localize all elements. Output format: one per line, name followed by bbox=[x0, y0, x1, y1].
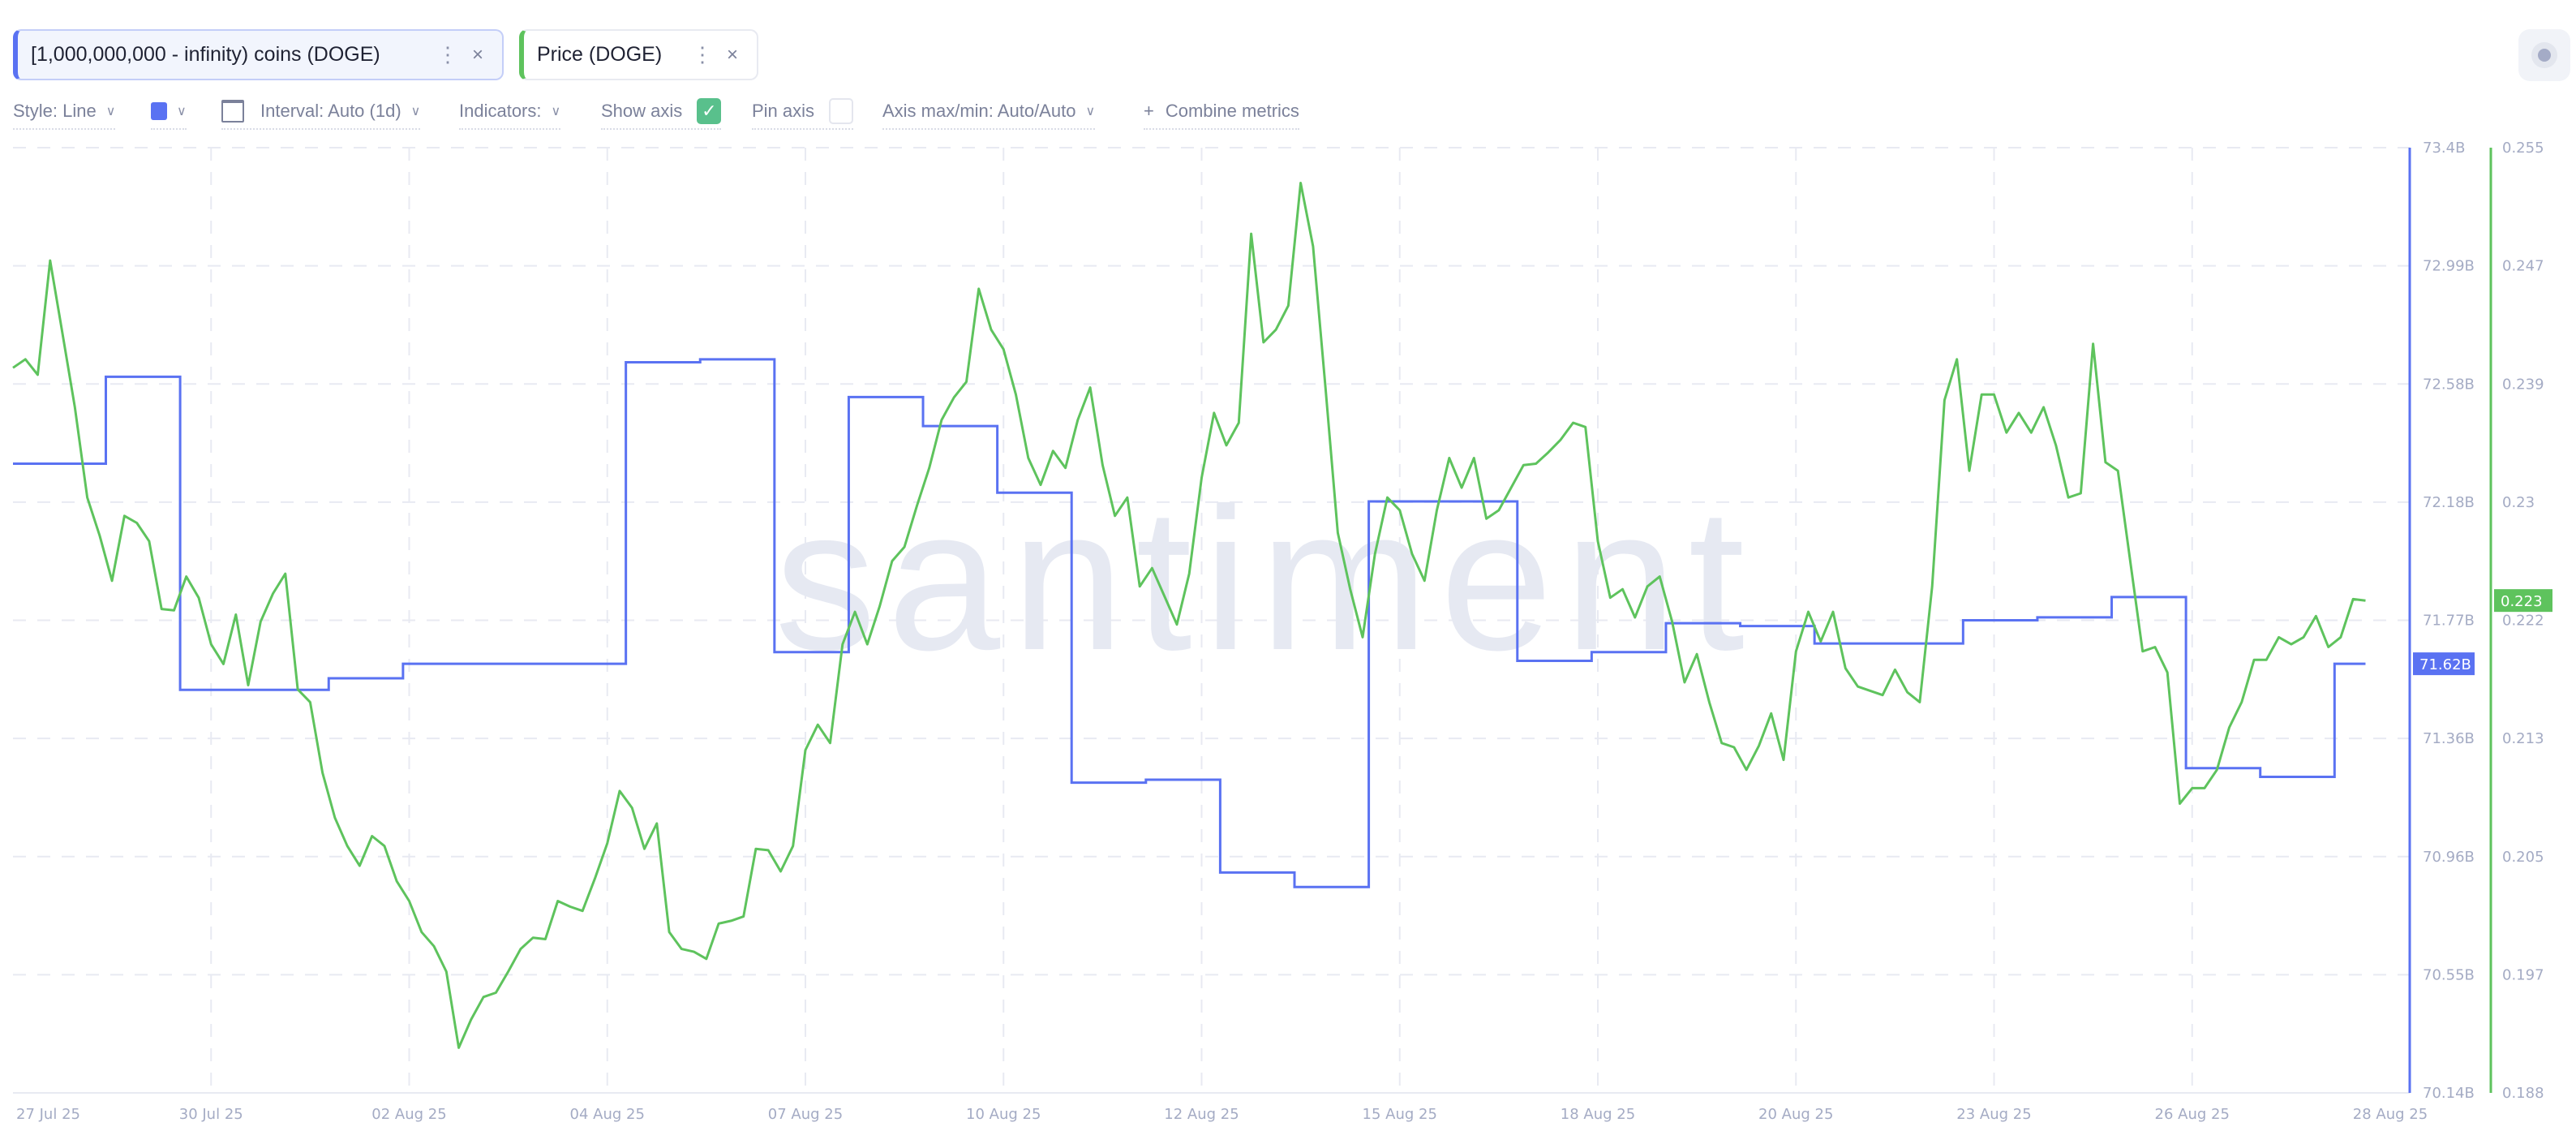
x-tick-label: 12 Aug 25 bbox=[1164, 1106, 1239, 1123]
pin-axis-checkbox[interactable] bbox=[829, 98, 854, 124]
y-right-tick-label: 0.197 bbox=[2502, 966, 2544, 983]
metric-chip-price[interactable]: Price (DOGE) ⋮ × bbox=[519, 29, 758, 80]
x-tick-label: 28 Aug 25 bbox=[2353, 1106, 2428, 1123]
x-tick-label: 02 Aug 25 bbox=[371, 1106, 446, 1123]
coins-step-line bbox=[13, 358, 2366, 888]
indicators-label: Indicators: bbox=[459, 101, 542, 121]
y-right-tick-label: 0.213 bbox=[2502, 730, 2544, 747]
record-button[interactable] bbox=[2518, 29, 2570, 81]
y-right-tick-label: 0.23 bbox=[2502, 494, 2535, 511]
y-left-tick-label: 71.36B bbox=[2423, 730, 2475, 747]
y-left-tick-label: 72.58B bbox=[2423, 376, 2475, 393]
chevron-down-icon: ∨ bbox=[105, 105, 116, 118]
y-left-tick-label: 71.77B bbox=[2423, 613, 2475, 630]
y-right-tick-label: 0.255 bbox=[2502, 140, 2544, 157]
series-layer bbox=[12, 182, 2366, 1049]
y-left-tick-label: 70.14B bbox=[2423, 1085, 2475, 1102]
style-dropdown[interactable]: Style: Line ∨ bbox=[13, 97, 116, 130]
vertical-dots-icon[interactable]: ⋮ bbox=[692, 42, 713, 67]
metric-label: Price (DOGE) bbox=[537, 43, 663, 66]
metric-chip-coins-holders[interactable]: [1,000,000,000 - infinity) coins (DOGE) … bbox=[13, 29, 504, 80]
y-right-tick-label: 0.188 bbox=[2502, 1085, 2544, 1102]
style-label: Style: Line bbox=[13, 101, 97, 121]
y-right-tick-label: 0.247 bbox=[2502, 258, 2544, 275]
show-axis-label: Show axis bbox=[601, 101, 683, 121]
x-tick-label: 27 Jul 25 bbox=[16, 1106, 80, 1123]
combine-metrics-label: Combine metrics bbox=[1165, 101, 1299, 121]
color-swatch bbox=[151, 102, 167, 120]
metric-label: [1,000,000,000 - infinity) coins (DOGE) bbox=[31, 43, 380, 66]
axes: 73.4B 0.255 72.99B 0.247 72.58B 0.239 72.18B 0.… bbox=[16, 140, 2552, 1123]
plus-icon: + bbox=[1144, 101, 1154, 121]
combine-metrics-button[interactable]: + Combine metrics bbox=[1144, 97, 1299, 130]
x-tick-label: 20 Aug 25 bbox=[1758, 1106, 1833, 1123]
x-tick-label: 04 Aug 25 bbox=[570, 1106, 645, 1123]
y-left-tick-label: 72.99B bbox=[2423, 258, 2475, 275]
record-icon bbox=[2531, 42, 2557, 68]
check-icon: ✓ bbox=[702, 101, 717, 121]
indicators-dropdown[interactable]: Indicators: ∨ bbox=[459, 97, 561, 130]
x-tick-label: 30 Jul 25 bbox=[179, 1106, 243, 1123]
last-value-label-price: 0.223 bbox=[2501, 593, 2543, 610]
last-value-tag-coins bbox=[2413, 652, 2475, 676]
interval-dropdown[interactable]: Interval: Auto (1d) ∨ bbox=[221, 97, 421, 130]
x-tick-label: 18 Aug 25 bbox=[1561, 1106, 1635, 1123]
y-left-tick-label: 73.4B bbox=[2423, 140, 2465, 157]
grid bbox=[13, 147, 2410, 1094]
pin-axis-toggle[interactable]: Pin axis bbox=[752, 97, 854, 130]
chevron-down-icon: ∨ bbox=[551, 105, 561, 118]
y-left-tick-label: 70.96B bbox=[2423, 849, 2475, 866]
y-left-tick-label: 72.18B bbox=[2423, 494, 2475, 511]
calendar-icon bbox=[221, 100, 244, 123]
close-icon[interactable]: × bbox=[726, 43, 738, 66]
x-tick-label: 23 Aug 25 bbox=[1956, 1106, 2031, 1123]
y-left-tick-label: 70.55B bbox=[2423, 966, 2475, 983]
watermark: santiment bbox=[775, 466, 1756, 692]
y-right-tick-label: 0.205 bbox=[2502, 849, 2544, 866]
show-axis-toggle[interactable]: Show axis ✓ bbox=[601, 97, 722, 130]
vertical-dots-icon[interactable]: ⋮ bbox=[437, 42, 458, 67]
last-value-tag-price bbox=[2494, 589, 2552, 613]
color-picker[interactable]: ∨ bbox=[151, 97, 187, 130]
chevron-down-icon: ∨ bbox=[1085, 105, 1096, 118]
show-axis-checkbox[interactable]: ✓ bbox=[697, 98, 722, 124]
close-icon[interactable]: × bbox=[471, 43, 483, 66]
y-right-tick-label: 0.222 bbox=[2502, 613, 2544, 630]
price-line bbox=[12, 182, 2366, 1049]
x-tick-label: 07 Aug 25 bbox=[768, 1106, 843, 1123]
x-tick-label: 26 Aug 25 bbox=[2155, 1106, 2230, 1123]
pin-axis-label: Pin axis bbox=[752, 101, 815, 121]
y-right-tick-label: 0.239 bbox=[2502, 376, 2544, 393]
last-value-label-coins: 71.62B bbox=[2419, 656, 2471, 673]
axis-maxmin-dropdown[interactable]: Axis max/min: Auto/Auto ∨ bbox=[882, 97, 1096, 130]
chevron-down-icon: ∨ bbox=[177, 105, 187, 118]
chevron-down-icon: ∨ bbox=[410, 105, 421, 118]
x-tick-label: 15 Aug 25 bbox=[1363, 1106, 1437, 1123]
interval-label: Interval: Auto (1d) bbox=[260, 101, 401, 121]
axis-maxmin-label: Axis max/min: Auto/Auto bbox=[882, 101, 1076, 121]
x-tick-label: 10 Aug 25 bbox=[966, 1106, 1041, 1123]
